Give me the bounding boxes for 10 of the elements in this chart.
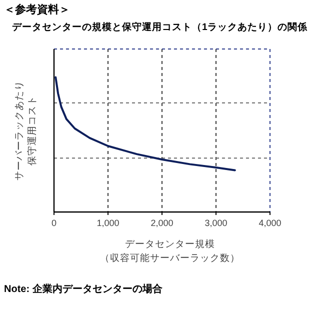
y-axis-title: サーバーラックあたり保守運用コスト: [14, 80, 38, 180]
text: Note: 企業内データセンターの場合: [4, 283, 164, 295]
chart-subtitle: データセンターの規模と保守運用コスト（1ラックあたり）の関係: [12, 21, 308, 33]
x-axis-title: データセンター規模（収容可能サーバーラック数）: [100, 238, 240, 264]
x-tick-label: 3,000: [204, 218, 228, 228]
x-tick-label: 2,000: [150, 218, 174, 228]
chart-title: ＜参考資料＞: [4, 3, 70, 16]
x-tick-label: 0: [51, 218, 57, 228]
x-tick-label: 4,000: [258, 218, 282, 228]
x-tick-label: 1,000: [96, 218, 120, 228]
